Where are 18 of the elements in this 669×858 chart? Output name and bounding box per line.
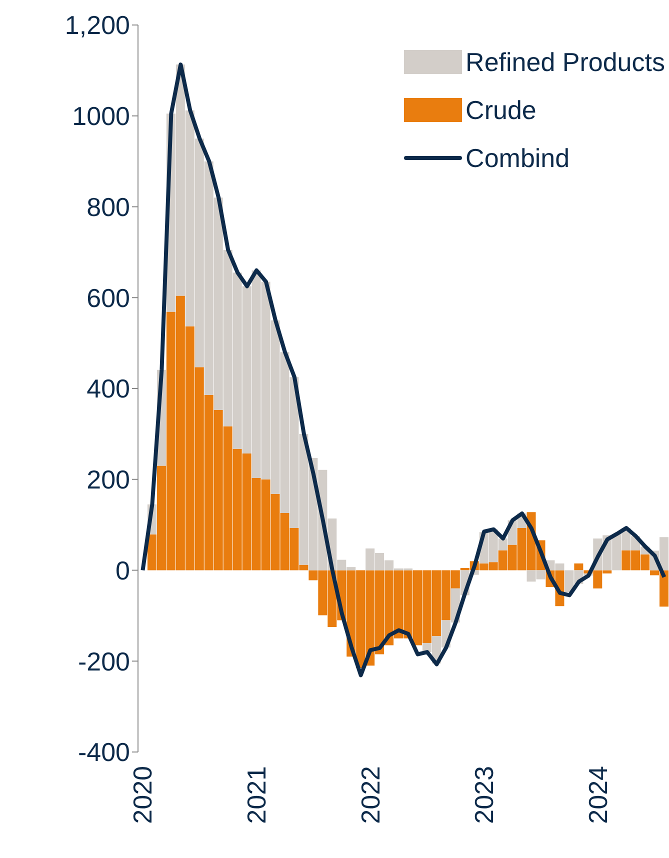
y-tick-label: 0 <box>116 555 130 586</box>
y-tick-label: 600 <box>86 282 130 313</box>
x-tick-label: 2023 <box>469 766 500 824</box>
bar <box>574 563 584 570</box>
y-tick-label: 1,200 <box>64 10 130 40</box>
legend-label: Combind <box>466 142 570 175</box>
legend-label: Crude <box>466 94 536 127</box>
x-tick-label: 2022 <box>355 766 386 824</box>
y-tick-label: 800 <box>86 192 130 222</box>
y-tick-label: 200 <box>86 464 130 495</box>
y-tick-label: -400 <box>78 737 130 768</box>
x-tick-label: 2021 <box>242 766 272 824</box>
x-tick-label: 2024 <box>582 766 613 824</box>
y-tick-label: 1000 <box>72 101 130 132</box>
y-tick-label: 400 <box>86 374 130 404</box>
legend-label: Refined Products <box>466 46 665 79</box>
y-tick-label: -200 <box>78 646 130 676</box>
x-tick-label: 2020 <box>128 766 158 824</box>
